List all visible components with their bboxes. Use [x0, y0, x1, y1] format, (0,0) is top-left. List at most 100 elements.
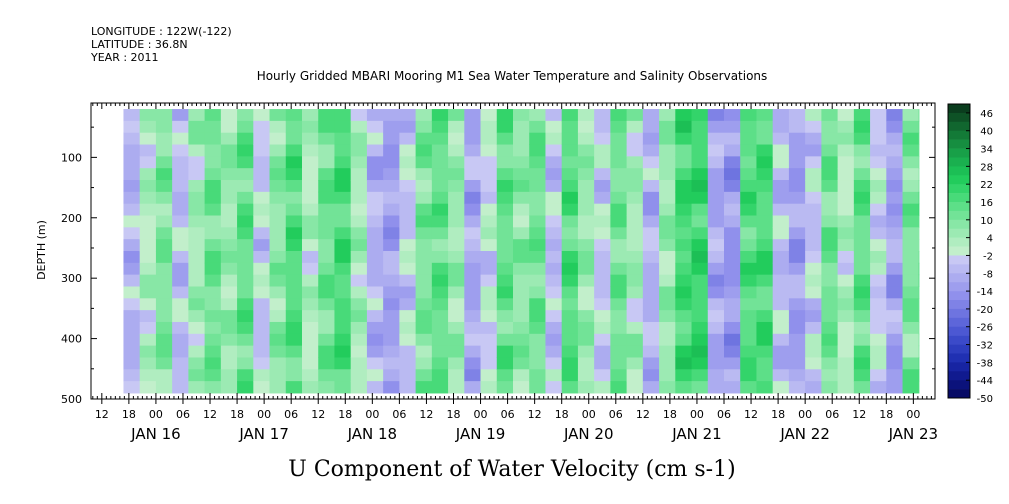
heat-cell: [464, 156, 482, 169]
heat-cell: [204, 321, 222, 335]
heat-cell: [123, 251, 141, 264]
heat-cell: [188, 144, 206, 157]
heat-cell: [204, 168, 222, 181]
heat-cell: [399, 109, 417, 122]
heat-cell: [448, 120, 465, 134]
heat-cell: [366, 321, 384, 335]
heat-cell: [529, 369, 546, 382]
heat-cell: [448, 168, 465, 181]
heat-cell: [415, 286, 433, 299]
heat-cell: [740, 203, 757, 217]
heat-cell: [204, 274, 222, 287]
heat-cell: [415, 239, 433, 252]
x-hour-tick-label: 12: [744, 408, 758, 421]
heat-cell: [659, 215, 676, 228]
heat-cell: [155, 333, 173, 347]
colorbar-swatch: [948, 344, 970, 354]
heat-cell: [513, 168, 530, 181]
heat-cell: [626, 156, 644, 169]
heat-cell: [610, 333, 628, 347]
heat-cell: [334, 274, 352, 287]
heat-cell: [642, 333, 660, 347]
heat-cell: [480, 381, 498, 394]
heat-cell: [577, 156, 595, 169]
heat-cell: [675, 310, 693, 323]
heat-cell: [707, 168, 725, 181]
heat-cell: [821, 215, 839, 228]
heat-cell: [399, 251, 417, 264]
heat-cell: [513, 310, 530, 323]
heat-cell: [220, 156, 238, 169]
heat-cell: [918, 180, 920, 193]
heat-cell: [188, 310, 206, 323]
heat-cell: [821, 298, 839, 311]
heat-cell: [334, 239, 352, 252]
heat-cell: [448, 109, 465, 122]
heat-cell: [772, 168, 790, 181]
x-axis-label: U Component of Water Velocity (cm s-1): [288, 457, 735, 482]
heat-cell: [756, 369, 774, 382]
heat-cell: [383, 321, 400, 335]
heat-cell: [837, 321, 855, 335]
heat-cell: [220, 203, 238, 217]
heat-cell: [821, 274, 839, 287]
heat-cell: [626, 239, 644, 252]
heat-cell: [788, 191, 806, 205]
heat-cell: [659, 274, 676, 287]
colorbar-label: -50: [977, 394, 993, 405]
heat-cell: [659, 203, 676, 217]
heat-cell: [285, 215, 303, 228]
heat-cell: [269, 369, 287, 382]
heat-cell: [902, 180, 920, 193]
heat-cell: [269, 180, 287, 193]
heat-cell: [642, 274, 660, 287]
heat-cell: [415, 180, 433, 193]
heat-cell: [707, 180, 725, 193]
heat-cell: [529, 251, 546, 264]
heat-cell: [269, 357, 287, 370]
heat-cell: [886, 251, 904, 264]
heat-cell: [334, 109, 352, 122]
heat-cell: [837, 215, 855, 228]
heat-cell: [366, 109, 384, 122]
heat-cell: [659, 333, 676, 347]
heat-cell: [285, 132, 303, 146]
heat-cell: [788, 180, 806, 193]
heat-cell: [545, 381, 563, 394]
heat-cell: [805, 298, 822, 311]
heat-cell: [464, 381, 482, 394]
heat-cell: [902, 333, 920, 347]
heat-cell: [415, 333, 433, 347]
heat-cell: [821, 369, 839, 382]
heat-cell: [334, 191, 352, 205]
heat-cell: [253, 369, 271, 382]
heat-cell: [870, 156, 887, 169]
heat-cell: [691, 132, 709, 146]
heat-cell: [626, 251, 644, 264]
x-hour-tick-label: 18: [446, 408, 460, 421]
x-hour-tick-label: 18: [338, 408, 352, 421]
heat-cell: [594, 144, 611, 157]
heat-cell: [480, 191, 498, 205]
heat-cell: [318, 333, 335, 347]
heat-cell: [691, 251, 709, 264]
heat-cell: [691, 168, 709, 181]
heat-cell: [350, 369, 368, 382]
heat-cell: [772, 357, 790, 370]
heat-cell: [366, 215, 384, 228]
heat-cell: [415, 120, 433, 134]
heat-cell: [415, 191, 433, 205]
heat-cell: [707, 215, 725, 228]
heat-cell: [350, 144, 368, 157]
heat-cell: [577, 168, 595, 181]
heat-cell: [513, 357, 530, 370]
heat-cell: [918, 345, 920, 358]
heat-cell: [464, 286, 482, 299]
heat-cell: [642, 310, 660, 323]
heat-cell: [172, 120, 189, 134]
heat-cell: [756, 180, 774, 193]
heat-cell: [577, 333, 595, 347]
heat-cell: [577, 109, 595, 122]
heat-cell: [448, 274, 465, 287]
heat-cell: [626, 180, 644, 193]
